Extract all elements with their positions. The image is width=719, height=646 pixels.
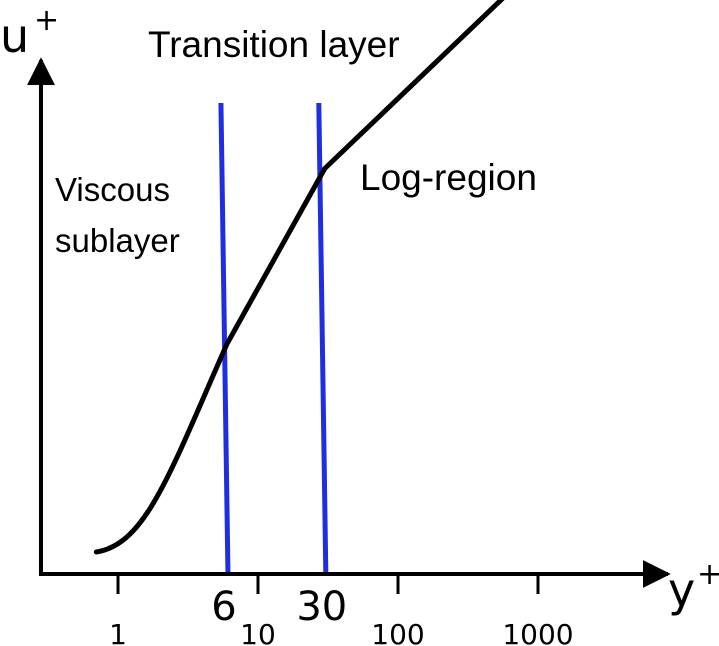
y-axis-title: u + xyxy=(0,3,59,63)
region-label-viscous-line2: sublayer xyxy=(55,222,180,259)
boundary-tick-label-6: 6 xyxy=(211,584,236,630)
x-axis-title: y + xyxy=(668,557,719,617)
x-tick-labels: 1 10 100 1000 6 30 xyxy=(109,584,574,646)
curve-layer xyxy=(93,0,505,555)
region-label-log: Log-region xyxy=(360,157,537,198)
region-label-viscous-line1: Viscous xyxy=(55,171,170,208)
x-axis-title-sup: + xyxy=(697,557,719,592)
x-ticks xyxy=(116,574,540,594)
x-axis-title-letter: y xyxy=(668,563,695,617)
y-axis-title-letter: u xyxy=(0,9,29,63)
x-tick-label-10: 10 xyxy=(240,618,276,646)
boundary-line-6 xyxy=(218,102,231,573)
x-tick-label-1: 1 xyxy=(109,618,127,646)
x-tick-label-100: 100 xyxy=(371,618,424,646)
boundary-lines xyxy=(218,102,329,573)
y-axis-title-sup: + xyxy=(34,3,59,38)
region-label-transition: Transition layer xyxy=(148,24,400,65)
x-tick-label-1000: 1000 xyxy=(502,618,573,646)
boundary-tick-label-30: 30 xyxy=(296,584,347,630)
velocity-profile-curve xyxy=(93,0,505,555)
